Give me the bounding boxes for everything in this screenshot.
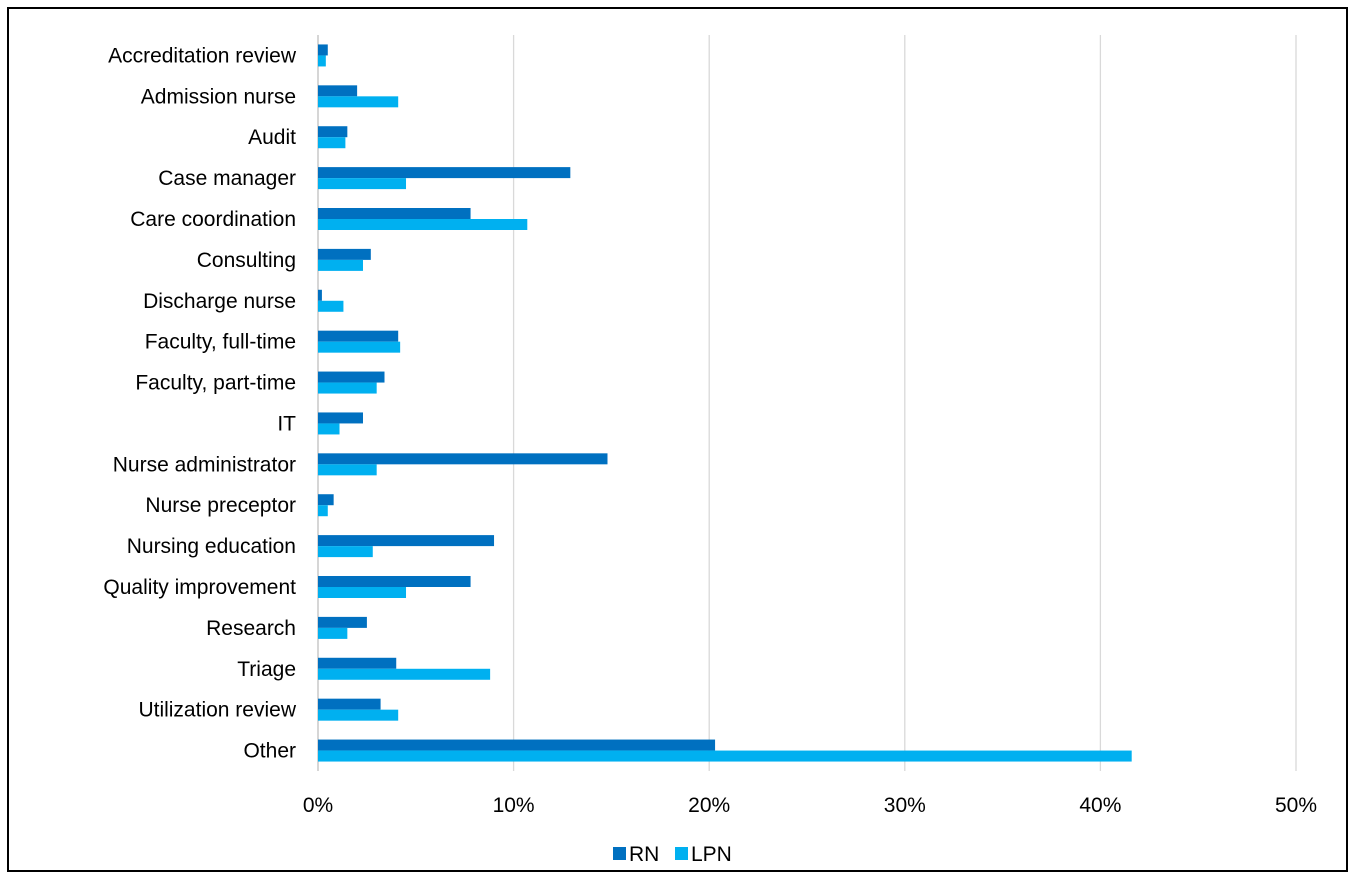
bar-rn: [318, 494, 334, 506]
category-label: Accreditation review: [108, 44, 297, 67]
category-label: Nursing education: [127, 535, 296, 558]
bar-rn: [318, 412, 363, 424]
bar-chart: Accreditation review Admission nurse Audit…: [103, 35, 1317, 866]
bar-rn: [318, 698, 381, 710]
category-labels: Accreditation review Admission nurse Audit…: [103, 44, 296, 762]
bar-rn: [318, 85, 358, 97]
legend-label-lpn: LPN: [691, 843, 732, 866]
category-label: Audit: [248, 126, 296, 149]
x-tick-label: 50%: [1275, 794, 1317, 817]
bar-lpn: [318, 587, 407, 598]
bar-rn: [318, 576, 471, 587]
bar-lpn: [318, 464, 377, 476]
bar-rn: [318, 739, 716, 751]
bar-lpn: [318, 178, 407, 190]
category-label: Faculty, part-time: [135, 372, 296, 395]
x-tick-label: 20%: [688, 794, 730, 817]
category-label: Research: [206, 617, 296, 640]
category-label: Consulting: [197, 249, 296, 272]
bar-rn: [318, 535, 495, 547]
bar-lpn: [318, 219, 528, 230]
bar-lpn: [318, 546, 373, 558]
legend-label-rn: RN: [629, 843, 659, 866]
category-label: Quality improvement: [103, 576, 296, 599]
bar-rn: [318, 371, 385, 383]
category-label: Care coordination: [130, 208, 296, 231]
bar-lpn: [318, 55, 326, 67]
category-label: IT: [277, 412, 296, 435]
category-label: Admission nurse: [141, 85, 296, 108]
bar-lpn: [318, 709, 399, 721]
bar-rn: [318, 453, 608, 465]
category-label: Nurse administrator: [113, 453, 296, 476]
category-label: Other: [243, 740, 296, 763]
x-tick-labels: 0% 10% 20% 30% 40% 50%: [303, 794, 1317, 817]
category-label: Utilization review: [138, 699, 296, 722]
bar-lpn: [318, 505, 328, 517]
category-label: Triage: [237, 658, 296, 681]
bar-rn: [318, 330, 399, 342]
chart-frame: Accreditation review Admission nurse Audit…: [7, 7, 1348, 872]
bar-lpn: [318, 423, 340, 435]
bar-rn: [318, 44, 328, 56]
legend-swatch-lpn: [675, 847, 688, 860]
bar-rn: [318, 616, 367, 628]
bar-lpn: [318, 750, 1132, 762]
x-tick-label: 0%: [303, 794, 333, 817]
category-label: Discharge nurse: [143, 290, 296, 313]
bar-lpn: [318, 341, 401, 353]
gridlines: [317, 35, 1297, 771]
bar-lpn: [318, 96, 399, 108]
bar-lpn: [318, 300, 344, 312]
bar-lpn: [318, 259, 363, 271]
bar-rn: [318, 167, 571, 179]
bar-lpn: [318, 382, 377, 394]
legend: RN LPN: [613, 843, 732, 866]
legend-swatch-rn: [613, 847, 626, 860]
bar-rn: [318, 289, 322, 301]
x-tick-label: 40%: [1079, 794, 1121, 817]
bar-rn: [318, 126, 348, 138]
bars: [318, 44, 1132, 762]
bar-lpn: [318, 668, 491, 680]
x-tick-label: 10%: [493, 794, 535, 817]
x-tick-label: 30%: [884, 794, 926, 817]
category-label: Faculty, full-time: [145, 331, 296, 354]
bar-rn: [318, 657, 397, 669]
bar-rn: [318, 208, 471, 219]
bar-lpn: [318, 627, 348, 639]
bar-rn: [318, 248, 371, 260]
category-label: Case manager: [158, 167, 296, 190]
bar-lpn: [318, 137, 346, 149]
category-label: Nurse preceptor: [145, 494, 296, 517]
